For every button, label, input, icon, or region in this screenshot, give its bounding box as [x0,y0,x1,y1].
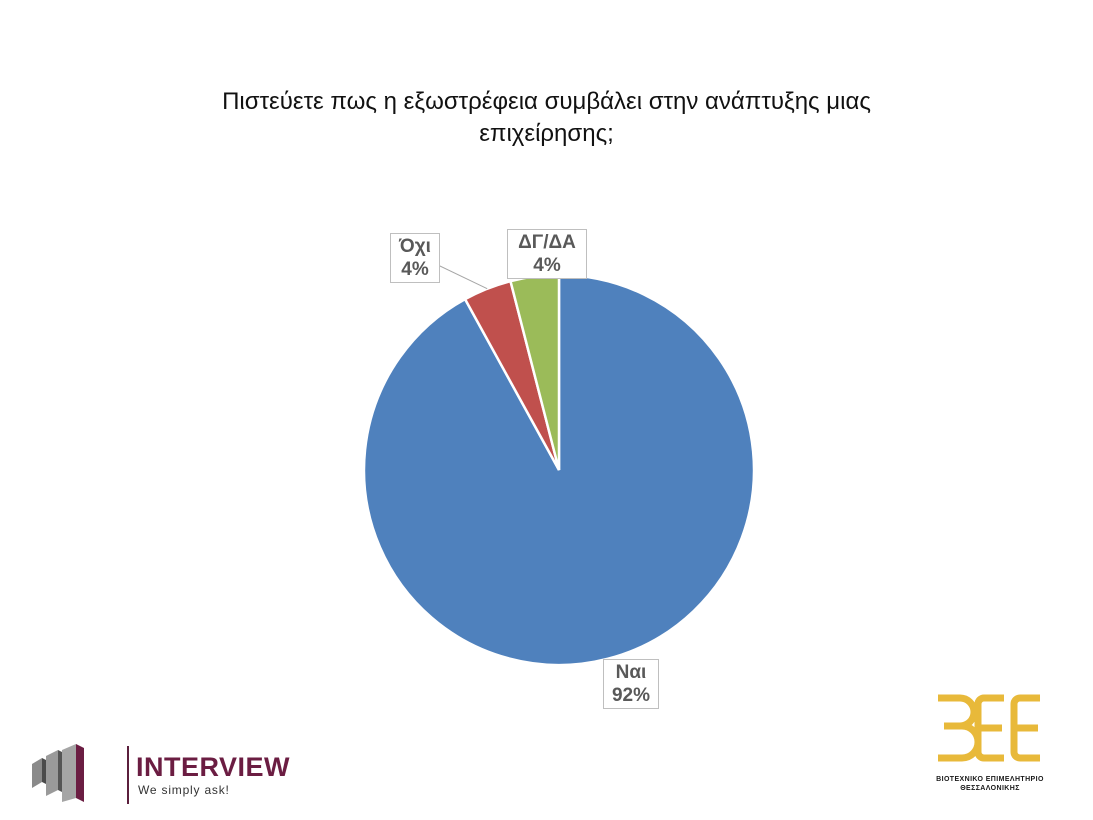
interview-bars-icon [32,744,84,802]
veth-logo: ΒΙΟΤΕΧΝΙΚΟ ΕΠΙΜΕΛΗΤΗΡΙΟ ΘΕΣΣΑΛΟΝΙΚΗΣ [930,690,1050,800]
data-label-nai-value: 92% [611,685,651,706]
interview-brand: INTERVIEW [136,752,291,782]
interview-tagline: We simply ask! [138,783,230,797]
logo-divider [127,746,129,804]
data-label-nai: Ναι 92% [603,659,659,709]
data-label-nai-category: Ναι [615,662,647,683]
data-label-ochi-category: Όχι [399,236,431,257]
data-label-dgda-category: ΔΓ/ΔΑ [518,232,576,253]
interview-logo: INTERVIEW We simply ask! [30,742,290,806]
pie-slices [362,273,756,667]
veth-mark-icon [938,694,1040,762]
leader-line-ochi [432,265,488,290]
data-label-dgda-value: 4% [533,255,561,276]
data-label-ochi-value: 4% [401,259,429,280]
chart-title: Πιστεύετε πως η εξωστρέφεια συμβάλει στη… [150,86,943,150]
veth-org-line-2: ΘΕΣΣΑΛΟΝΙΚΗΣ [960,785,1020,792]
data-label-dgda: ΔΓ/ΔΑ 4% [507,229,587,279]
chart-title-line-1: Πιστεύετε πως η εξωστρέφεια συμβάλει στη… [222,88,871,115]
leader-lines [432,265,488,290]
veth-org-line-1: ΒΙΟΤΕΧΝΙΚΟ ΕΠΙΜΕΛΗΤΗΡΙΟ [936,776,1044,783]
data-label-ochi: Όχι 4% [390,233,440,283]
chart-title-line-2: επιχείρησης; [479,120,614,147]
